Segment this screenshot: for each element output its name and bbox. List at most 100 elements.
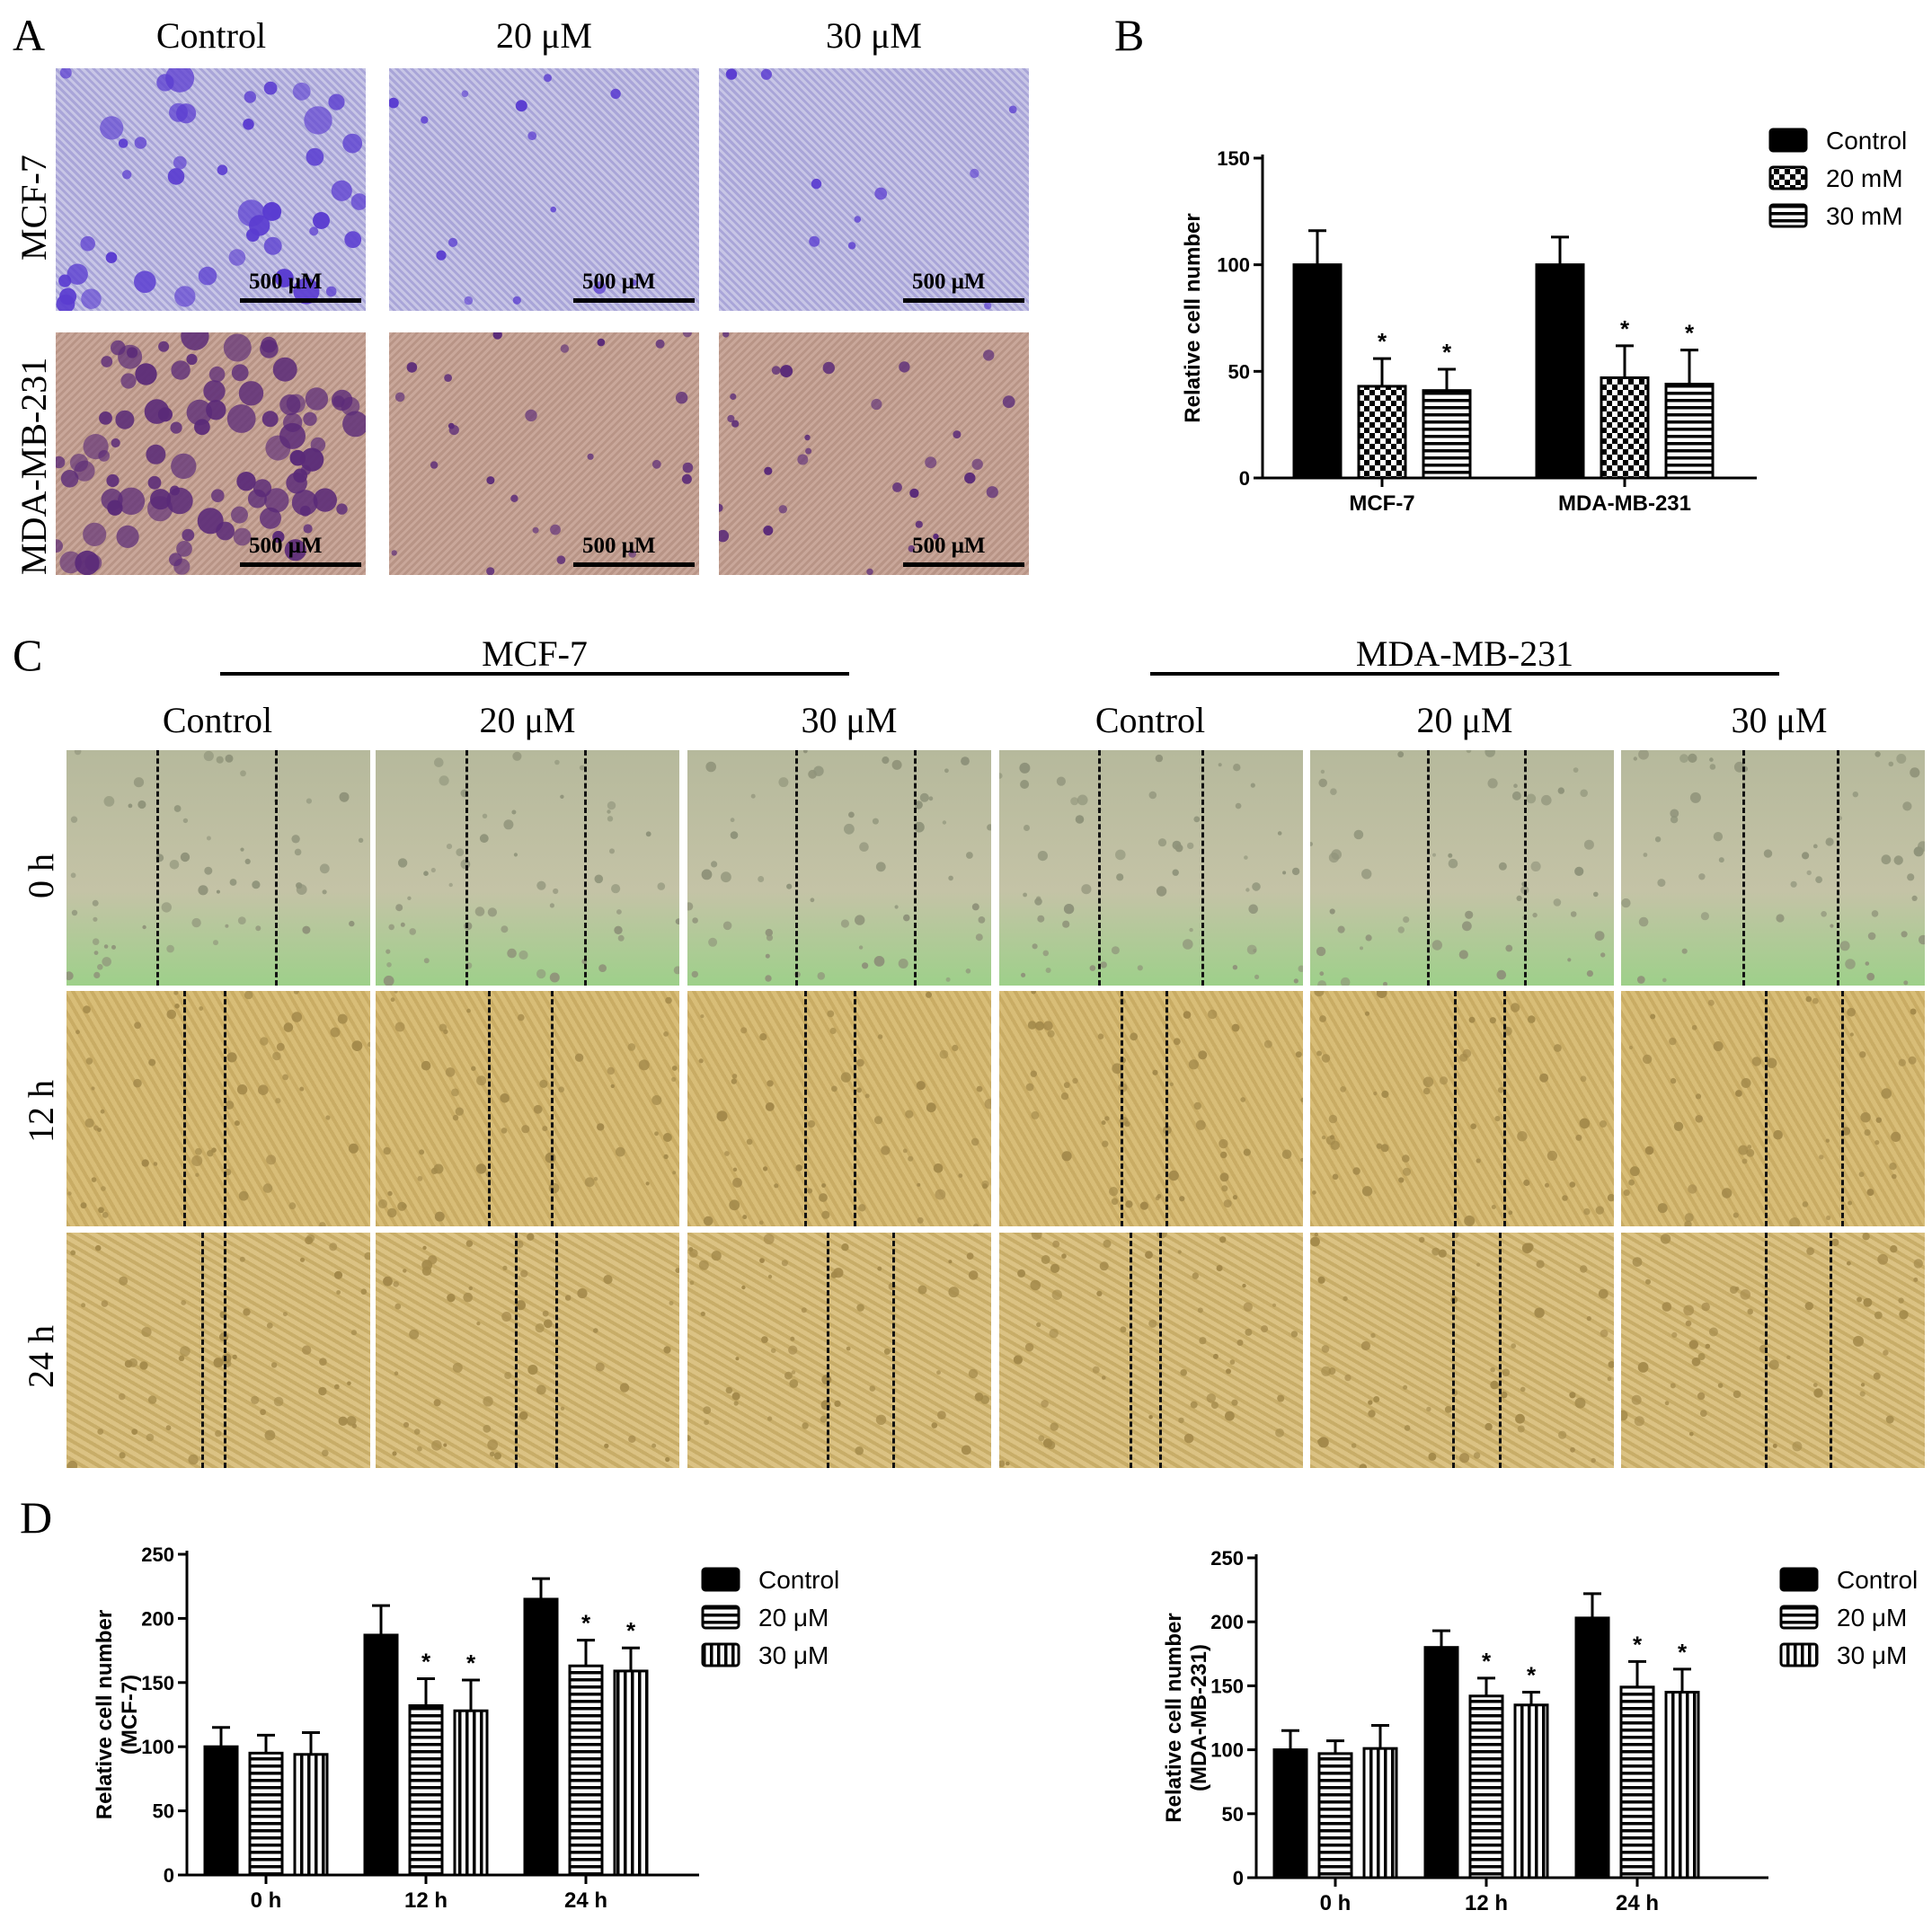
legend-label: Control: [1837, 1566, 1918, 1594]
y-axis-label: Relative cell number: [1181, 213, 1205, 422]
wound-edge-line: [1121, 991, 1123, 1226]
wound-edge-line: [1524, 750, 1527, 986]
x-tick-label: MDA-MB-231: [1558, 491, 1691, 516]
bar: [1600, 376, 1650, 480]
wound-edge-line: [1841, 991, 1844, 1226]
x-tick-label: 24 h: [1616, 1891, 1659, 1915]
y-tick-label: 100: [1217, 254, 1250, 277]
y-tick-label: 250: [141, 1543, 174, 1566]
scale-bar: [903, 298, 1024, 303]
significance-marker: *: [1527, 1662, 1537, 1689]
x-tick-label: MCF-7: [1349, 491, 1414, 516]
y-tick-label: 150: [141, 1672, 174, 1694]
wound-micrograph: [1621, 750, 1925, 986]
y-axis-label-cell-line: (MCF-7): [118, 1675, 142, 1755]
y-axis-label: Relative cell number: [1162, 1613, 1186, 1822]
wound-edge-line: [1165, 991, 1168, 1226]
wound-micrograph: [687, 991, 991, 1226]
bar: [1292, 263, 1343, 480]
transwell-micrograph: [389, 332, 699, 575]
y-tick-label: 0: [1239, 467, 1250, 490]
x-tick-label: 24 h: [564, 1888, 607, 1913]
scale-bar-label: 500 μM: [912, 270, 986, 294]
scale-bar-label: 500 μM: [249, 534, 323, 558]
scale-bar: [903, 562, 1024, 567]
wound-edge-line: [488, 991, 491, 1226]
legend-label: Control: [758, 1566, 839, 1594]
bar: [1664, 1691, 1700, 1879]
wound-micrograph: [999, 991, 1303, 1226]
y-axis-label: Relative cell number: [93, 1610, 117, 1819]
transwell-micrograph: [56, 68, 366, 311]
significance-marker: *: [1633, 1631, 1643, 1658]
scale-bar-label: 500 μM: [249, 270, 323, 294]
wound-micrograph: [1310, 1233, 1614, 1468]
bar: [523, 1597, 559, 1877]
y-tick-label: 150: [1210, 1675, 1244, 1697]
wound-edge-line: [1159, 1233, 1162, 1468]
panel-c-col-3: 30 μM: [801, 700, 898, 740]
wound-edge-line: [555, 1233, 558, 1468]
wound-micrograph: [376, 991, 679, 1226]
scale-bar-label: 500 μM: [582, 270, 656, 294]
wound-micrograph: [999, 1233, 1303, 1468]
significance-marker: *: [626, 1617, 636, 1644]
wound-edge-line: [1765, 991, 1768, 1226]
wound-edge-line: [827, 1233, 829, 1468]
significance-marker: *: [1685, 320, 1695, 347]
wound-micrograph: [66, 1233, 370, 1468]
transwell-micrograph: [719, 68, 1029, 311]
wound-micrograph: [376, 750, 679, 986]
wound-edge-line: [795, 750, 798, 986]
wound-micrograph: [1621, 991, 1925, 1226]
significance-marker: *: [1378, 328, 1387, 355]
significance-marker: *: [1482, 1648, 1492, 1675]
legend-swatch: [1768, 165, 1808, 190]
wound-micrograph: [1310, 991, 1614, 1226]
bar: [453, 1709, 489, 1877]
wound-edge-line: [465, 750, 468, 986]
panel-c-group-mda: MDA-MB-231: [1355, 633, 1574, 674]
significance-marker: *: [1678, 1639, 1688, 1666]
wound-edge-line: [1765, 1233, 1768, 1468]
significance-marker: *: [581, 1610, 591, 1637]
transwell-micrograph: [389, 68, 699, 311]
x-tick-label: 12 h: [1465, 1891, 1508, 1915]
bar: [1664, 383, 1715, 480]
wound-edge-line: [224, 1233, 226, 1468]
scale-bar: [240, 562, 361, 567]
bar: [1362, 1747, 1398, 1879]
x-tick-label: 12 h: [404, 1888, 448, 1913]
invasion-bar-chart: Relative cell number 0 50 100 150 * * MCF-7 * * MD…: [1181, 127, 1907, 516]
transwell-micrograph: [719, 332, 1029, 575]
panel-c-col-6: 30 μM: [1731, 700, 1828, 740]
legend-swatch: [701, 1567, 740, 1592]
wound-micrograph: [999, 750, 1303, 986]
wound-edge-line: [892, 1233, 895, 1468]
legend-swatch: [1768, 128, 1808, 153]
group-underline-mcf7: [220, 672, 849, 676]
y-tick-label: 100: [141, 1736, 174, 1758]
bar: [363, 1633, 399, 1877]
y-tick-label: 0: [164, 1864, 174, 1887]
bar: [293, 1753, 329, 1877]
panel-c-col-2: 20 μM: [479, 700, 576, 740]
y-tick-label: 100: [1210, 1739, 1244, 1762]
wound-edge-line: [1098, 750, 1101, 986]
legend-swatch: [1779, 1605, 1819, 1630]
legend-label: 30 μM: [758, 1641, 829, 1669]
y-tick-label: 200: [1210, 1611, 1244, 1633]
legend-label: Control: [1826, 127, 1907, 155]
scale-bar-label: 500 μM: [912, 534, 986, 558]
bar: [1513, 1703, 1549, 1879]
legend-label: 20 μM: [1837, 1604, 1907, 1632]
panel-c-letter: C: [13, 630, 43, 680]
bar: [613, 1669, 649, 1877]
bar: [1272, 1748, 1308, 1879]
wound-edge-line: [1130, 1233, 1132, 1468]
wound-edge-line: [1452, 1233, 1455, 1468]
wound-edge-line: [201, 1233, 204, 1468]
wound-edge-line: [804, 991, 807, 1226]
wound-edge-line: [1742, 750, 1745, 986]
panel-c-col-5: 20 μM: [1416, 700, 1513, 740]
